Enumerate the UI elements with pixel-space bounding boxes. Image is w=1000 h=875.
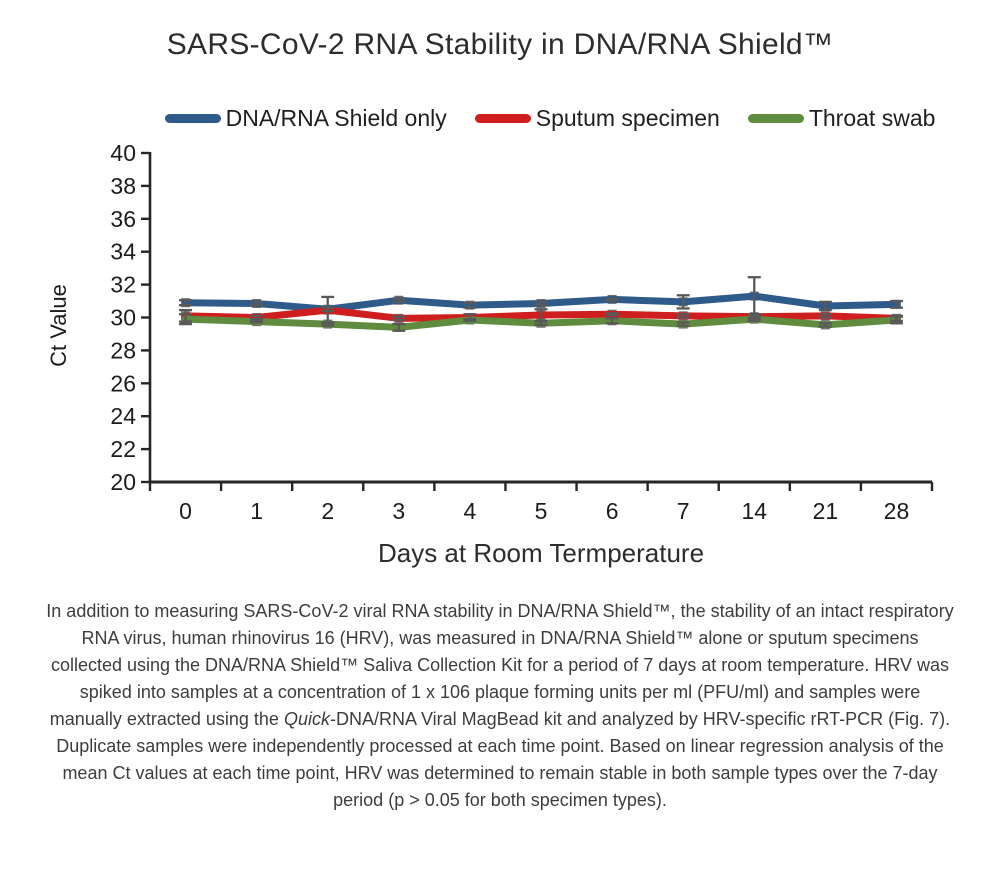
caption-text-1: In addition to measuring SARS-CoV-2 vira… [46, 601, 954, 729]
x-tick-label: 28 [884, 498, 910, 524]
y-tick-label: 38 [110, 173, 136, 199]
x-tick-label: 0 [179, 498, 192, 524]
y-tick-label: 22 [110, 436, 136, 462]
legend-label-throat-swab: Throat swab [808, 105, 936, 131]
legend-label-sputum: Sputum specimen [535, 105, 720, 131]
y-tick-label: 26 [110, 370, 136, 396]
x-tick-label: 6 [606, 498, 619, 524]
y-tick-label: 28 [110, 337, 136, 363]
x-tick-label: 14 [741, 498, 767, 524]
legend-label-shield-only: DNA/RNA Shield only [225, 105, 447, 131]
chart-title: SARS-CoV-2 RNA Stability in DNA/RNA Shie… [166, 28, 834, 61]
x-tick-label: 5 [535, 498, 548, 524]
x-tick-label: 7 [677, 498, 690, 524]
y-tick-label: 32 [110, 272, 136, 298]
x-tick-label: 1 [250, 498, 263, 524]
y-tick-label: 20 [110, 469, 136, 495]
legend-swatch-throat-swab [747, 114, 804, 123]
caption-text-2: -DNA/RNA Viral MagBead kit and analyzed … [56, 709, 951, 810]
x-tick-label: 4 [464, 498, 477, 524]
y-tick-label: 36 [110, 206, 136, 232]
x-axis-title: Days at Room Termperature [378, 538, 704, 568]
x-tick-label: 2 [321, 498, 334, 524]
y-axis-title: Ct Value [46, 284, 71, 367]
legend-swatch-sputum [474, 114, 531, 123]
legend-swatch-shield-only [164, 114, 221, 123]
y-tick-label: 24 [110, 403, 136, 429]
y-tick-label: 30 [110, 305, 136, 331]
legend-item-shield-only: DNA/RNA Shield only [164, 105, 447, 132]
y-tick-label: 40 [110, 140, 136, 166]
y-tick-label: 34 [110, 239, 136, 265]
legend-item-throat-swab: Throat swab [747, 105, 936, 132]
legend-item-sputum: Sputum specimen [474, 105, 720, 132]
x-tick-label: 21 [813, 498, 839, 524]
caption-italic-word: Quick [283, 709, 330, 729]
x-tick-label: 3 [392, 498, 405, 524]
legend: DNA/RNA Shield only Sputum specimen Thro… [110, 105, 990, 132]
figure-caption: In addition to measuring SARS-CoV-2 vira… [44, 598, 956, 814]
